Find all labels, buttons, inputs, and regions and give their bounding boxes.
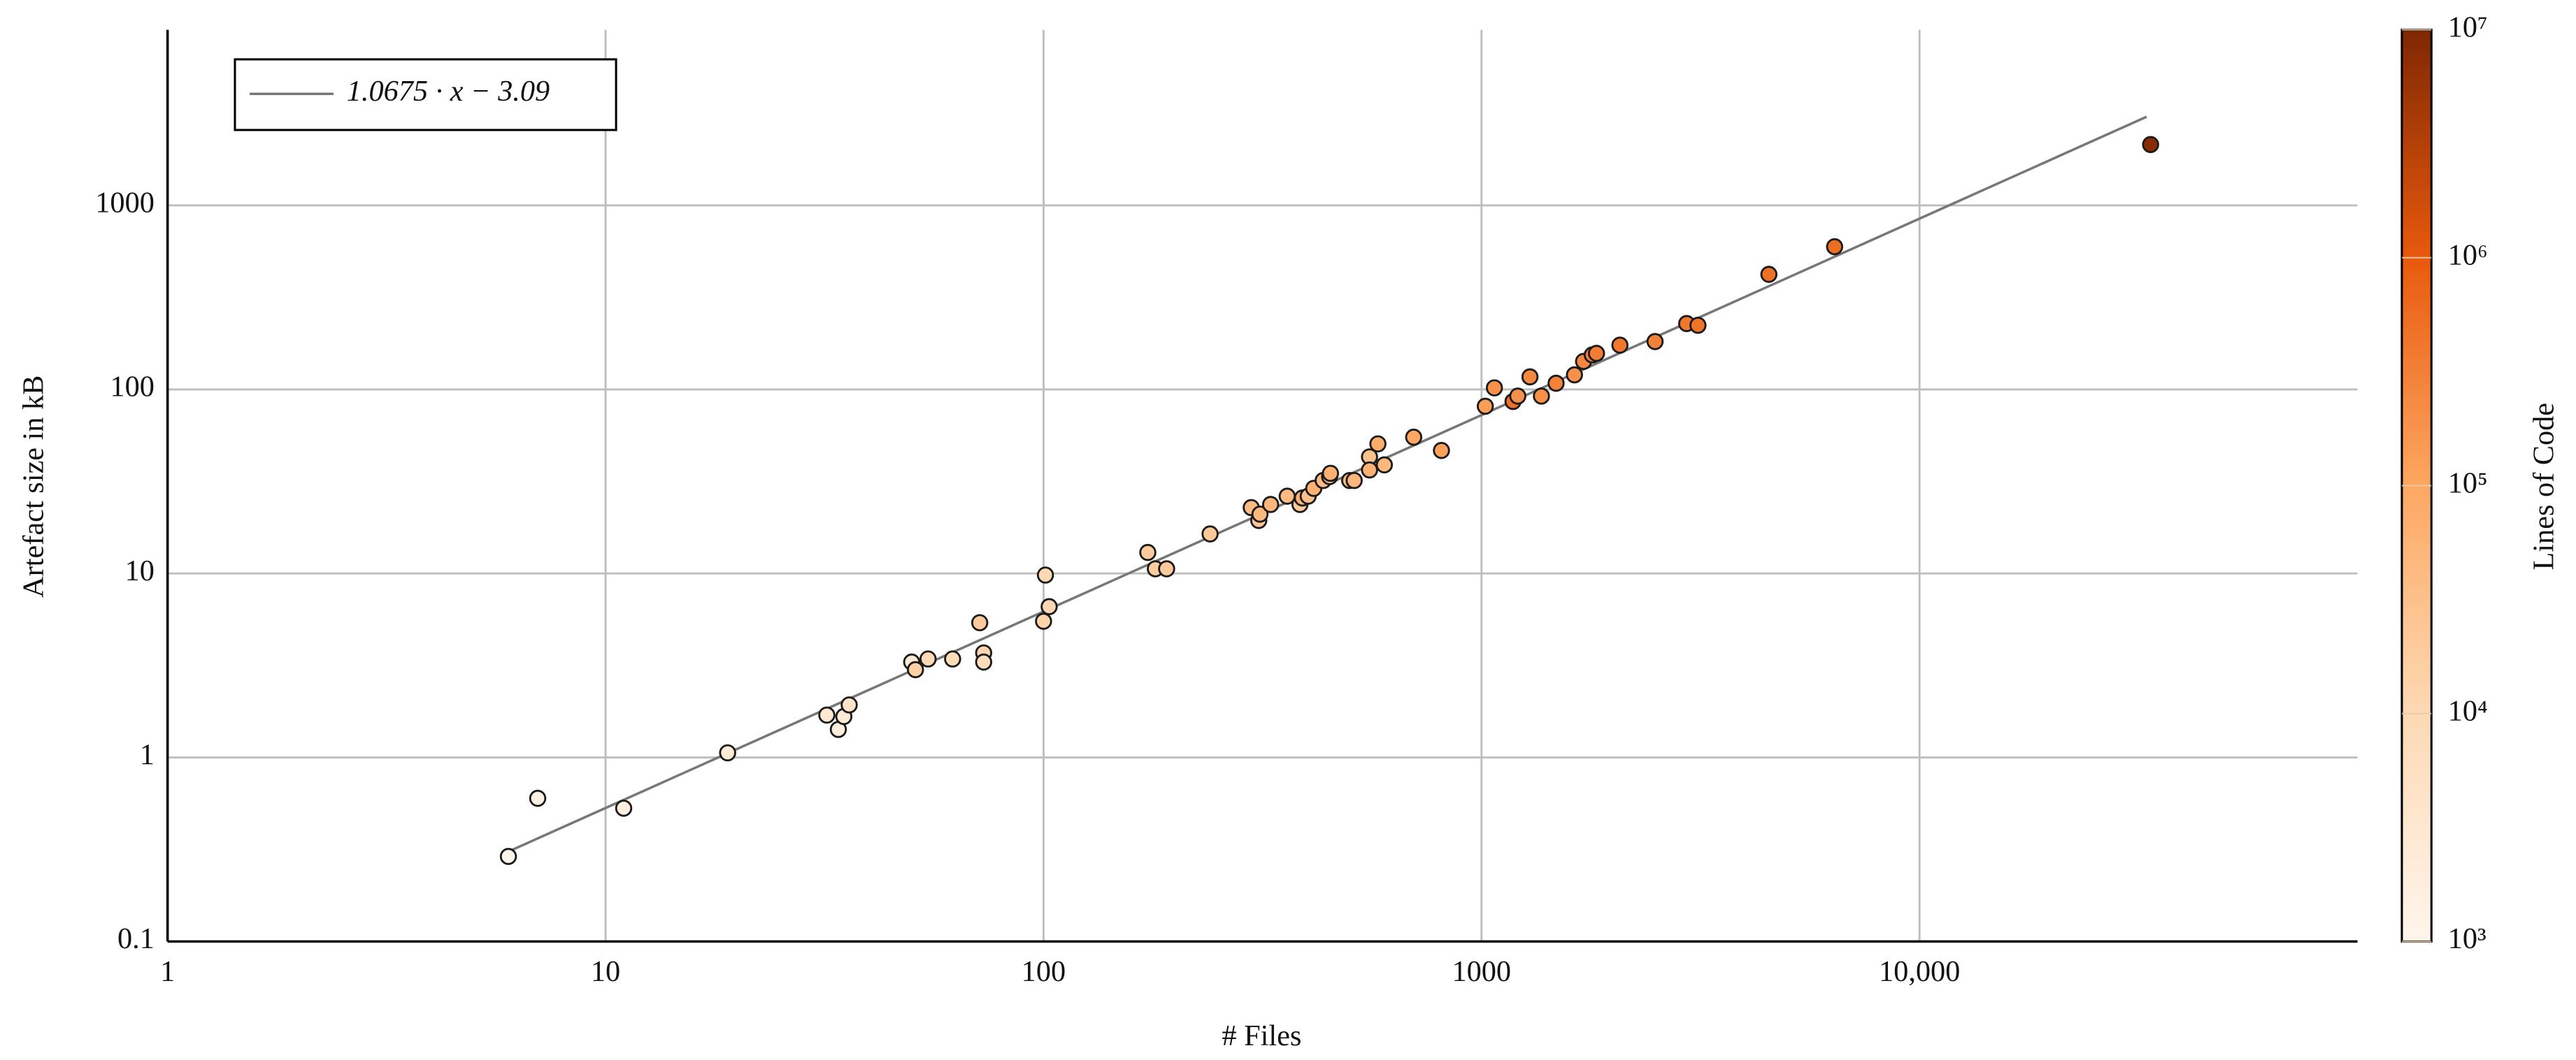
data-point: [944, 650, 961, 668]
colorbar-label: Lines of Code: [2527, 403, 2560, 571]
x-tick-label: 1000: [1452, 955, 1511, 988]
data-point: [1646, 333, 1664, 350]
data-point: [2142, 136, 2159, 153]
y-tick-label: 1000: [95, 186, 155, 219]
data-point: [1158, 560, 1175, 578]
colorbar-tick-label: 10⁶: [2448, 238, 2488, 271]
data-point: [1760, 266, 1777, 283]
x-tick-label: 100: [1022, 955, 1066, 988]
x-axis-label: # Files: [1222, 1019, 1301, 1052]
data-point: [1139, 543, 1157, 561]
data-point: [1261, 496, 1280, 513]
data-point: [1826, 238, 1843, 256]
data-point: [1566, 366, 1583, 384]
data-point: [499, 847, 517, 866]
y-tick-label: 100: [110, 371, 154, 403]
data-point: [1521, 368, 1539, 386]
data-point: [1587, 345, 1605, 362]
colorbar-tick-label: 10⁷: [2448, 10, 2488, 43]
y-tick-label: 10: [125, 554, 155, 587]
data-point: [1036, 566, 1054, 584]
data-point: [1611, 336, 1629, 354]
data-point: [920, 650, 937, 668]
colorbar-tick-label: 10⁴: [2448, 694, 2488, 727]
x-tick-label: 1: [160, 955, 175, 988]
data-point: [1405, 429, 1422, 446]
y-tick-label: 0.1: [117, 922, 155, 955]
data-point: [907, 661, 924, 678]
data-point: [1040, 598, 1058, 615]
data-point: [1375, 456, 1394, 474]
data-point: [529, 789, 547, 807]
y-tick-label: 1: [140, 738, 155, 771]
data-point: [975, 653, 993, 671]
data-point: [1345, 471, 1363, 489]
data-point: [1361, 461, 1378, 479]
data-point: [719, 744, 736, 761]
data-point: [1533, 387, 1550, 405]
data-point: [1322, 464, 1339, 482]
data-point: [1476, 397, 1494, 415]
data-point: [1369, 435, 1387, 453]
data-point: [1035, 613, 1052, 630]
data-point: [1485, 379, 1503, 396]
colorbar-tick-label: 10⁵: [2448, 466, 2488, 499]
data-point: [818, 706, 836, 724]
data-point: [1509, 387, 1526, 405]
data-point: [840, 696, 858, 714]
data-point: [615, 799, 633, 817]
data-point: [1547, 374, 1565, 392]
x-tick-label: 10,000: [1879, 955, 1960, 988]
data-point: [1433, 442, 1450, 459]
x-tick-label: 10: [591, 955, 620, 988]
legend-label: 1.0675 · x − 3.09: [347, 75, 550, 108]
data-point: [1689, 317, 1707, 334]
data-point: [1201, 525, 1219, 543]
y-axis-label: Artefact size in kB: [17, 375, 50, 598]
data-point: [1251, 506, 1269, 523]
data-point: [971, 614, 989, 631]
colorbar-tick-label: 10³: [2448, 922, 2486, 955]
